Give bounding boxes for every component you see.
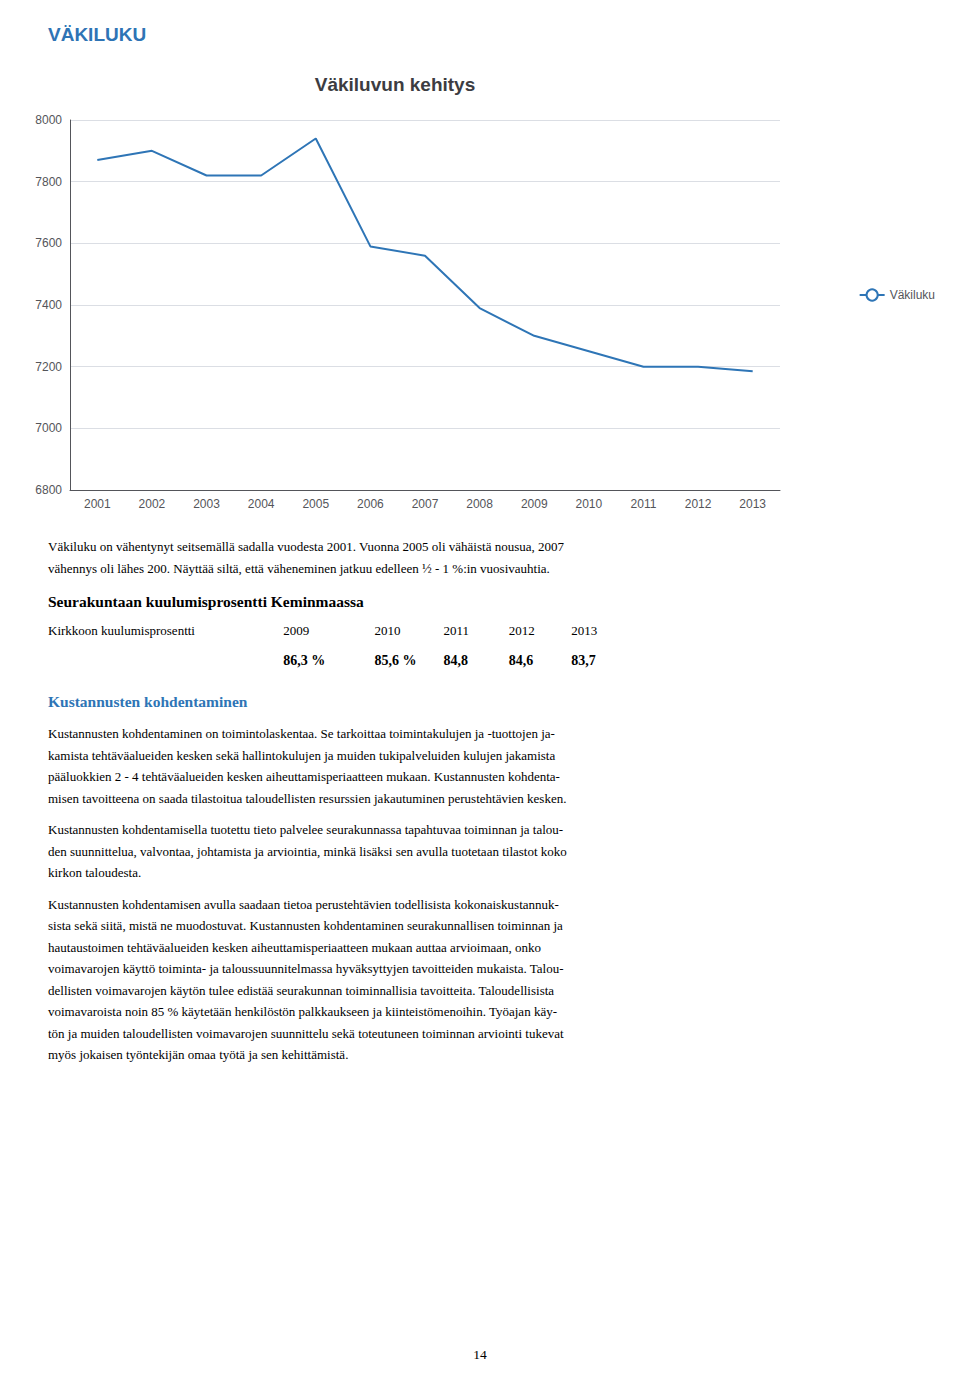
- svg-text:Väkiluvun kehitys: Väkiluvun kehitys: [315, 74, 476, 95]
- svg-text:2008: 2008: [466, 497, 493, 511]
- html-text:Kustannusten kohdentaminen: Kustannusten kohdentaminen: [48, 693, 248, 710]
- svg-text:2013: 2013: [739, 497, 766, 511]
- svg-text:2001: 2001: [84, 497, 111, 511]
- html-text:voimavarojen käyttö toiminta-: voimavarojen käyttö toiminta- ja talouss…: [48, 961, 564, 976]
- html-text:2012: 2012: [508, 623, 535, 638]
- svg-text:Väkiluku: Väkiluku: [890, 288, 935, 302]
- html-text:2009: 2009: [283, 623, 310, 638]
- svg-text:8000: 8000: [35, 113, 62, 127]
- html-text:86,3 %: 86,3 %: [283, 653, 326, 668]
- html-text:hautaustoimen tehtäväalueiden: hautaustoimen tehtäväalueiden kesken aih…: [48, 939, 542, 955]
- svg-text:2011: 2011: [631, 497, 657, 511]
- html-text:kamista tehtäväalueiden kesken: kamista tehtäväalueiden kesken sekä hall…: [48, 747, 556, 763]
- html-text:Kustannusten kohdentaminen on: Kustannusten kohdentaminen on toimintola…: [48, 726, 555, 741]
- svg-text:2009: 2009: [521, 497, 548, 511]
- html-text:84,8: 84,8: [443, 653, 468, 668]
- html-text:den suunnittelua, valvontaa, j: den suunnittelua, valvontaa, johtamista …: [48, 843, 567, 859]
- svg-text:7200: 7200: [35, 360, 62, 374]
- html-text:VÄKILUKU: VÄKILUKU: [48, 24, 147, 45]
- svg-text:2010: 2010: [575, 497, 602, 511]
- svg-text:7400: 7400: [35, 298, 62, 312]
- svg-text:2012: 2012: [685, 497, 712, 511]
- html-text:2013: 2013: [571, 623, 598, 638]
- html-text:Väkiluku on vähentynyt seitsem: Väkiluku on vähentynyt seitsemällä sadal…: [48, 539, 564, 554]
- html-text:misen tavoitteena on saada til: misen tavoitteena on saada tilastoitua t…: [48, 790, 567, 806]
- html-text:14: 14: [473, 1347, 487, 1362]
- svg-text:7000: 7000: [35, 421, 62, 435]
- html-text:Seurakuntaan kuulumisprosentti: Seurakuntaan kuulumisprosentti Keminmaas…: [48, 593, 364, 610]
- html-text:84,6: 84,6: [508, 653, 534, 668]
- html-text:2010: 2010: [374, 623, 401, 638]
- svg-text:2007: 2007: [412, 497, 439, 511]
- html-text:myös jokaisen työntekijän omaa: myös jokaisen työntekijän omaa työtä ja …: [48, 1047, 349, 1062]
- html-text:83,7: 83,7: [571, 653, 596, 668]
- svg-text:6800: 6800: [35, 483, 62, 497]
- html-text:dellisten voimavarojen käytön: dellisten voimavarojen käytön tulee edis…: [48, 982, 555, 998]
- html-text:tön ja muiden taloudellisten v: tön ja muiden taloudellisten voimavaroje…: [48, 1025, 564, 1041]
- html-text:Kirkkoon kuulumisprosentti: Kirkkoon kuulumisprosentti: [48, 623, 195, 638]
- svg-text:2002: 2002: [139, 497, 166, 511]
- html-text:sista sekä siitä, mistä ne muo: sista sekä siitä, mistä ne muodostuvat. …: [48, 918, 563, 933]
- html-text:2011: 2011: [443, 623, 469, 638]
- svg-text:7600: 7600: [35, 236, 62, 250]
- html-text:pääluokkien 2 - 4 tehtäväaluei: pääluokkien 2 - 4 tehtäväalueiden kesken…: [48, 769, 560, 784]
- svg-text:2006: 2006: [357, 497, 384, 511]
- html-text:kirkon taloudesta.: kirkon taloudesta.: [48, 865, 142, 880]
- html-text:voimavaroista noin 85 % käytet: voimavaroista noin 85 % käytetään henkil…: [48, 1004, 557, 1019]
- html-text:Kustannusten kohdentamisella t: Kustannusten kohdentamisella tuotettu ti…: [48, 822, 564, 837]
- svg-text:7800: 7800: [35, 175, 62, 189]
- svg-text:2003: 2003: [193, 497, 220, 511]
- html-text:Kustannusten kohdentamisen avu: Kustannusten kohdentamisen avulla saadaa…: [48, 896, 559, 912]
- html-text:85,6 %: 85,6 %: [374, 653, 417, 668]
- html-text:vähennys oli lähes 200. Näyttä: vähennys oli lähes 200. Näyttää siltä, e…: [48, 560, 550, 576]
- svg-text:2005: 2005: [302, 497, 329, 511]
- svg-text:2004: 2004: [248, 497, 275, 511]
